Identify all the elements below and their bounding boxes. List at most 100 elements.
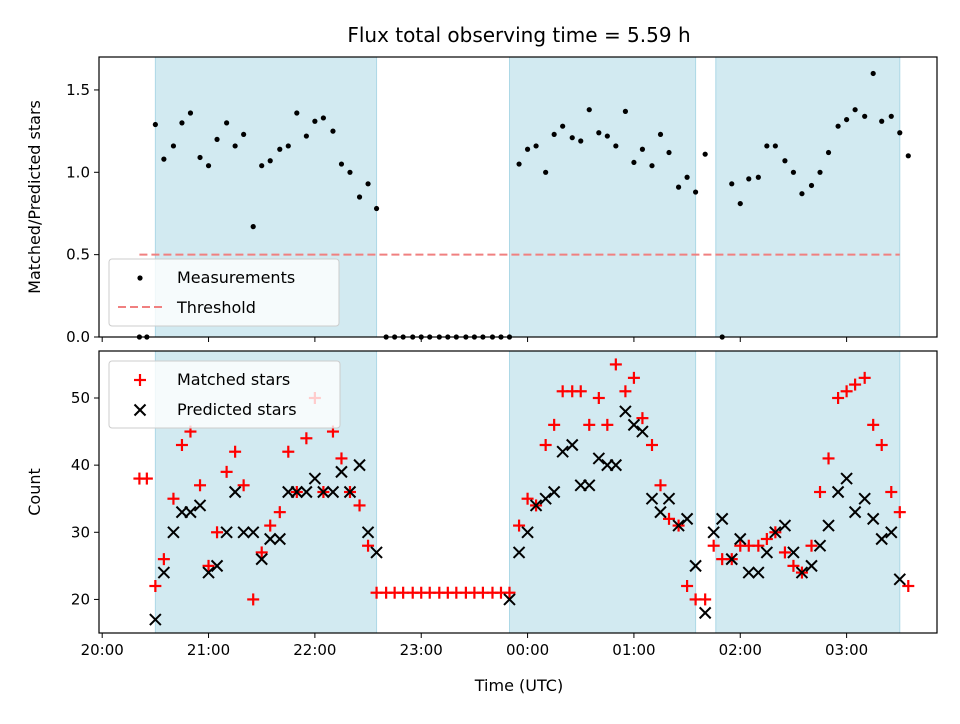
matched-stars-point (787, 559, 800, 572)
measurements-point (205, 163, 212, 169)
predicted-stars-point (193, 499, 207, 512)
predicted-stars-point (848, 505, 862, 519)
measurements-point (862, 113, 868, 119)
chart-title: Flux total observing time = 5.59 h (347, 23, 690, 47)
measurements-point (365, 181, 371, 187)
predicted-stars-point (715, 512, 729, 526)
predicted-stars-point (885, 526, 898, 539)
measurements-point (764, 143, 770, 149)
matched-stars-point (609, 358, 622, 371)
top-shaded-region-2 (715, 56, 901, 338)
matched-stars-point (902, 580, 915, 592)
predicted-stars-point (149, 613, 162, 626)
matched-stars-point (619, 385, 632, 398)
measurements-point (729, 181, 735, 187)
predicted-stars-point (813, 539, 827, 552)
measurements-point (844, 116, 850, 123)
measurements-point (649, 163, 655, 169)
measurements-point (516, 161, 522, 167)
matched-stars-point (663, 512, 676, 525)
matched-stars-point (157, 553, 170, 566)
matched-stars-point (229, 445, 242, 458)
matched-stars-point (858, 371, 871, 384)
measurements-point (285, 143, 291, 149)
measurements-point (746, 176, 752, 182)
bot-y-tick-label-3: 50 (71, 389, 90, 407)
matched-stars-point (264, 519, 277, 532)
matched-stars-point (247, 593, 260, 606)
matched-stars-point (875, 439, 888, 451)
top-y-tick-label-1: 0.5 (66, 246, 90, 264)
x-tick-label-2: 22:00 (293, 641, 336, 659)
bottom-legend-box (108, 360, 341, 429)
measurements-point (692, 189, 699, 195)
matched-stars-point (202, 559, 215, 572)
predicted-stars-point (273, 532, 286, 546)
measurements-point (897, 130, 903, 136)
measurements-point (250, 224, 256, 230)
top-panel: 0.0 0.5 1.0 1.5 Matched/Predicted stars Mea… (25, 56, 938, 346)
measurements-point (737, 200, 743, 207)
predicted-stars-point (326, 485, 340, 499)
matched-stars-point (832, 392, 845, 404)
matched-stars-point (220, 465, 233, 478)
predicted-stars-point (521, 526, 534, 539)
predicted-stars-point (734, 532, 747, 546)
predicted-stars-point (831, 485, 845, 499)
measurements-point (232, 143, 238, 149)
matched-stars-point (867, 418, 880, 431)
x-tick-label-4: 00:00 (506, 641, 549, 659)
top-plot-frame (98, 56, 938, 338)
predicted-stars-point (760, 546, 774, 559)
x-axis-label: Time (UTC) (474, 676, 563, 695)
x-tick-label-1: 21:00 (187, 641, 230, 659)
predicted-stars-point (840, 472, 853, 485)
matched-stars-point (255, 546, 268, 559)
predicted-stars-point (689, 559, 702, 573)
predicted-stars-point (672, 519, 685, 532)
measurements-point (657, 131, 664, 138)
matched-stars-point (574, 385, 587, 398)
predicted-stars-point (556, 445, 569, 458)
predicted-stars-point (300, 485, 313, 499)
measurements-point (241, 131, 247, 138)
matched-stars-point (513, 519, 526, 532)
matched-stars-point (654, 479, 667, 492)
matched-stars-point (175, 439, 188, 451)
predicted-stars-point (645, 492, 659, 505)
predicted-stars-point (805, 559, 818, 573)
predicted-stars-point (361, 526, 375, 539)
predicted-stars-point (893, 573, 906, 586)
measurements-point (586, 107, 592, 113)
measurements-point (179, 120, 185, 126)
measurements-point (347, 169, 353, 175)
predicted-stars-point (583, 479, 596, 492)
measurements-point (639, 146, 646, 152)
predicted-stars-point (636, 425, 649, 438)
matched-stars-point (592, 392, 605, 404)
matched-stars-point (211, 526, 224, 539)
measurements-point (197, 154, 203, 161)
measurements-point (533, 143, 539, 149)
matched-stars-point (681, 580, 694, 592)
predicted-stars-point (264, 532, 277, 546)
measurements-point (666, 149, 672, 156)
matched-stars-point (149, 580, 162, 592)
predicted-stars-point (875, 532, 888, 546)
matched-stars-point (548, 418, 561, 431)
predicted-stars-point (343, 485, 357, 499)
legend-matched-marker (134, 374, 146, 386)
bot-y-tick-label-2: 40 (71, 456, 90, 474)
predicted-stars-point (752, 566, 765, 579)
x-tick-label-6: 02:00 (719, 641, 762, 659)
predicted-stars-point (202, 566, 215, 579)
measurements-point (888, 113, 894, 119)
predicted-stars-point (707, 526, 720, 539)
bottom-panel: 20 30 40 50 20:00 21:00 22:00 23:00 00:00 01:00 0… (25, 350, 938, 695)
matched-stars-point (822, 452, 835, 465)
predicted-stars-point (566, 438, 579, 452)
legend-threshold-label: Threshold (176, 298, 256, 317)
measurements-point (817, 169, 823, 175)
matched-stars-point (194, 479, 207, 492)
matched-stars-point (636, 412, 649, 425)
